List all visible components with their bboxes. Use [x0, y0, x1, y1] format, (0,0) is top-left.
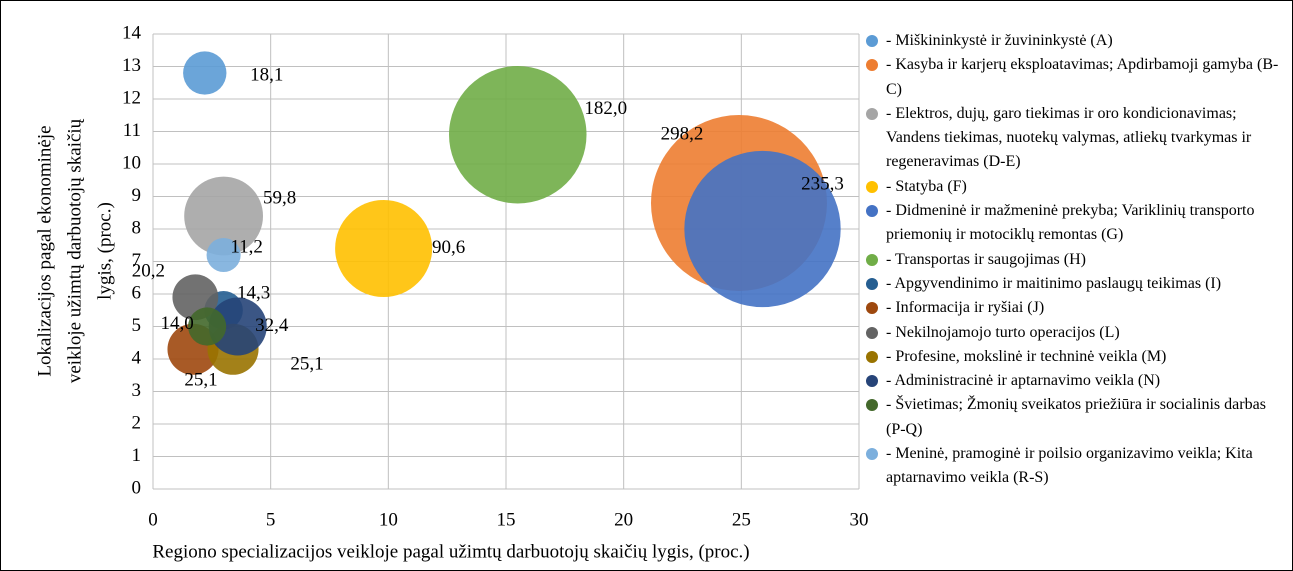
- legend-label: - Transportas ir saugojimas (H): [886, 250, 1086, 268]
- y-tick-label: 6: [132, 282, 142, 303]
- legend-marker: [866, 350, 878, 363]
- x-tick-label: 0: [148, 509, 158, 530]
- y-tick-label: 8: [132, 217, 142, 238]
- y-axis-title: lygis, (proc.): [94, 202, 115, 300]
- legend-entry: - Nekilnojamojo turto operacijos (L): [866, 321, 1286, 345]
- legend-marker: [866, 180, 878, 193]
- bubble: [184, 176, 264, 256]
- y-tick-label: 0: [132, 477, 142, 498]
- y-tick-label: 14: [122, 22, 142, 43]
- legend-label: - Profesine, mokslinė ir techninė veikla…: [886, 347, 1167, 365]
- y-tick-label: 11: [123, 120, 141, 141]
- legend-label: - Apgyvendinimo ir maitinimo paslaugų te…: [886, 274, 1222, 292]
- bubble: [206, 237, 241, 273]
- legend-label: - Miškininkystė ir žuvininkystė (A): [886, 32, 1113, 49]
- bubble: [208, 297, 267, 356]
- legend-entry: - Informacija ir ryšiai (J): [866, 296, 1286, 320]
- legend-marker: [866, 302, 878, 315]
- y-tick-label: 10: [122, 152, 141, 173]
- legend-label: - Meninė, pramoginė ir poilsio organizav…: [886, 445, 1253, 487]
- legend-marker: [866, 59, 878, 72]
- x-axis-title: Regiono specializacijos veikloje pagal u…: [152, 541, 749, 562]
- y-tick-label: 7: [132, 250, 142, 271]
- data-label: 25,1: [184, 370, 217, 391]
- legend-entry: - Transportas ir saugojimas (H): [866, 248, 1286, 272]
- data-label: 235,3: [801, 173, 844, 194]
- data-label: 14,0: [161, 313, 194, 334]
- y-tick-label: 5: [132, 315, 142, 336]
- legend-entry: - Didmeninė ir mažmeninė prekyba; Varikl…: [866, 199, 1286, 248]
- bubble: [183, 51, 227, 95]
- y-tick-label: 1: [132, 445, 142, 466]
- y-axis-title: Lokalizacijos pagal ekonominėje: [34, 125, 55, 376]
- legend-marker: [866, 107, 878, 120]
- legend-entry: - Administracinė ir aptarnavimo veikla (…: [866, 369, 1286, 393]
- legend-entry: - Kasyba ir karjerų eksploatavimas; Apdi…: [866, 53, 1286, 102]
- y-tick-label: 12: [122, 87, 141, 108]
- legend-marker: [866, 448, 878, 461]
- data-label: 59,8: [263, 187, 296, 208]
- data-label: 14,3: [237, 283, 270, 304]
- data-label: 11,2: [230, 236, 263, 257]
- x-tick-label: 10: [379, 509, 398, 530]
- legend-entry: - Profesine, mokslinė ir techninė veikla…: [866, 345, 1286, 369]
- y-tick-label: 2: [132, 412, 142, 433]
- data-label: 298,2: [661, 123, 704, 144]
- y-tick-label: 4: [132, 347, 142, 368]
- legend-marker: [866, 205, 878, 218]
- legend-entry: - Elektros, dujų, garo tiekimas ir oro k…: [866, 102, 1286, 175]
- legend-label: - Informacija ir ryšiai (J): [886, 299, 1045, 317]
- legend-entry: - Meninė, pramoginė ir poilsio organizav…: [866, 442, 1286, 491]
- y-tick-label: 3: [132, 380, 142, 401]
- legend-marker: [866, 399, 878, 412]
- x-tick-label: 5: [266, 509, 276, 530]
- data-label: 18,1: [250, 64, 283, 85]
- y-tick-label: 9: [132, 185, 142, 206]
- data-label: 182,0: [584, 98, 627, 119]
- legend-label: - Nekilnojamojo turto operacijos (L): [886, 323, 1120, 341]
- bubble: [449, 66, 587, 204]
- data-label: 32,4: [255, 315, 289, 336]
- bubble: [188, 307, 227, 346]
- x-tick-label: 25: [732, 509, 751, 530]
- bubble: [684, 150, 841, 308]
- legend: - Miškininkystė ir žuvininkystė (A) - Kas…: [866, 29, 1286, 491]
- legend-marker: [866, 326, 878, 339]
- legend-entry: - Miškininkystė ir žuvininkystė (A): [866, 29, 1286, 53]
- legend-marker: [866, 35, 878, 47]
- legend-marker: [866, 277, 878, 290]
- legend-entry: - Apgyvendinimo ir maitinimo paslaugų te…: [866, 272, 1286, 296]
- x-tick-label: 20: [614, 509, 633, 530]
- y-axis-title: veikloje užimtų darbuotojų skaičių: [64, 118, 85, 383]
- legend-entry: - Švietimas; Žmonių sveikatos priežiūra …: [866, 393, 1286, 442]
- y-tick-label: 13: [122, 55, 141, 76]
- legend-entry: - Statyba (F): [866, 175, 1286, 199]
- legend-label: - Švietimas; Žmonių sveikatos priežiūra …: [886, 396, 1266, 438]
- legend-label: - Administracinė ir aptarnavimo veikla (…: [886, 372, 1161, 390]
- legend-label: - Elektros, dujų, garo tiekimas ir oro k…: [886, 104, 1252, 171]
- x-tick-label: 30: [850, 509, 869, 530]
- legend-marker: [866, 375, 878, 388]
- bubble: [335, 199, 433, 298]
- data-label: 25,1: [290, 354, 323, 375]
- legend-marker: [866, 253, 878, 266]
- data-label: 90,6: [432, 237, 465, 258]
- legend-label: - Statyba (F): [886, 177, 967, 195]
- x-tick-label: 15: [497, 509, 516, 530]
- legend-label: - Didmeninė ir mažmeninė prekyba; Varikl…: [886, 202, 1255, 244]
- data-label: 20,2: [132, 261, 165, 282]
- legend-label: - Kasyba ir karjerų eksploatavimas; Apdi…: [886, 56, 1279, 98]
